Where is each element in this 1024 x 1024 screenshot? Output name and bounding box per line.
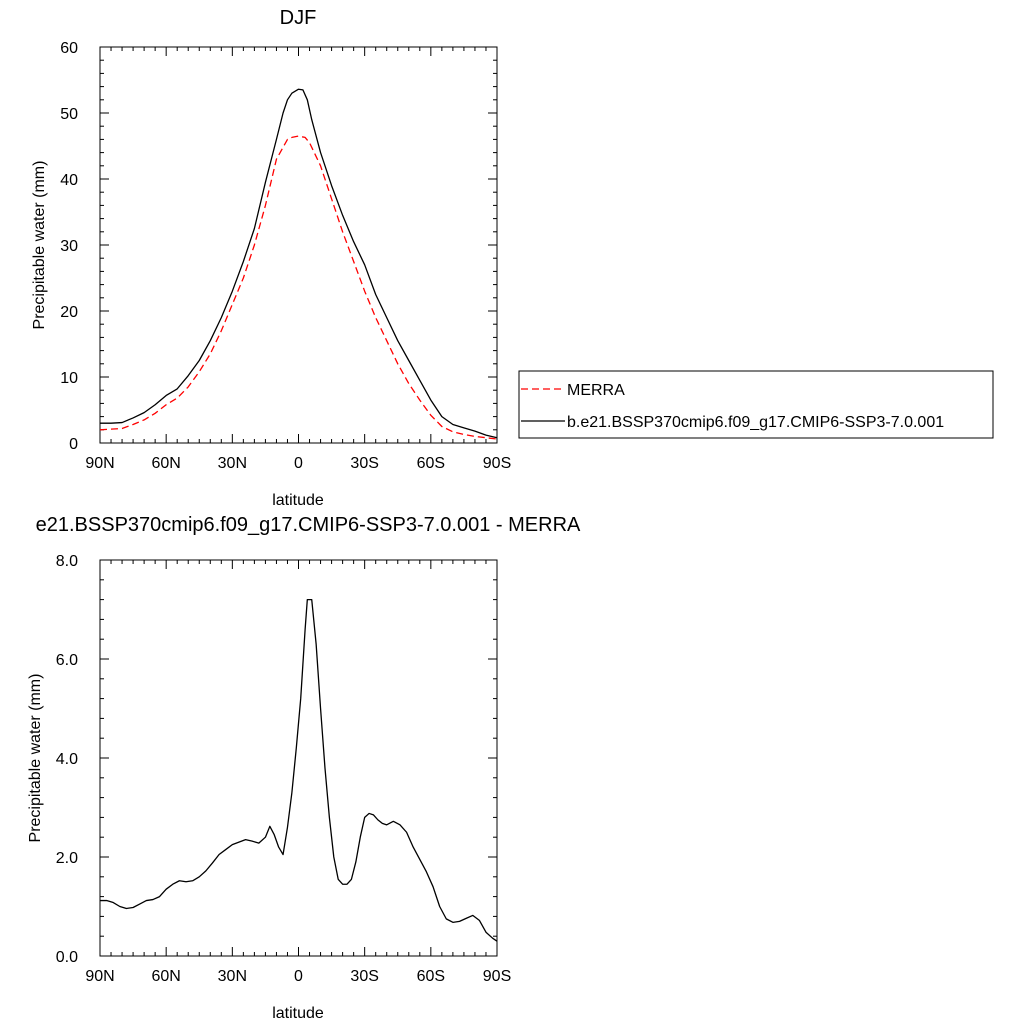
djf-precipitable-water-panel: DJF 90N 60N 30N 0 30S 60S 90S 0 10 20 30 40 50 60 lat… (31, 7, 511, 509)
top-plot-frame (99, 46, 498, 444)
top-chart-title: DJF (280, 7, 317, 29)
bottom-chart-title: e21.BSSP370cmip6.f09_g17.CMIP6-SSP3-7.0.… (36, 514, 581, 536)
top-x-tick-label: 90S (483, 455, 511, 472)
top-y-tick-label: 60 (60, 40, 78, 57)
difference-panel: e21.BSSP370cmip6.f09_g17.CMIP6-SSP3-7.0.… (27, 514, 581, 1022)
top-series-line-1 (100, 88, 498, 439)
bottom-x-tick-label: 60N (151, 968, 180, 985)
legend-merra-label: MERRA (567, 382, 625, 399)
bottom-x-axis-label: latitude (272, 1005, 324, 1022)
bottom-y-tick-label: 8.0 (56, 553, 78, 570)
top-x-tick-label: 60N (151, 455, 180, 472)
legend-model-label: b.e21.BSSP370cmip6.f09_g17.CMIP6-SSP3-7.… (567, 414, 944, 431)
top-series-line-0 (99, 135, 498, 440)
bottom-y-axis-label: Precipitable water (mm) (27, 674, 44, 843)
legend: MERRA b.e21.BSSP370cmip6.f09_g17.CMIP6-S… (518, 370, 994, 439)
top-x-tick-label: 90N (85, 455, 114, 472)
top-y-tick-label: 30 (60, 238, 78, 255)
bottom-y-tick-label: 2.0 (56, 850, 78, 867)
top-axis-ticks: 90N 60N 30N 0 30S 60S 90S 0 10 20 30 40 50 60 (60, 40, 511, 472)
top-y-axis-label: Precipitable water (mm) (31, 161, 48, 330)
legend-box (518, 370, 994, 439)
top-x-tick-label: 30N (218, 455, 247, 472)
top-x-axis-label: latitude (272, 492, 324, 509)
bottom-x-tick-label: 90S (483, 968, 511, 985)
bottom-series-lines (100, 598, 498, 942)
bottom-y-tick-label: 0.0 (56, 949, 78, 966)
bottom-x-tick-label: 0 (294, 968, 303, 985)
top-y-tick-label: 0 (69, 436, 78, 453)
top-series-lines (99, 88, 498, 440)
top-x-tick-label: 30S (350, 455, 378, 472)
bottom-x-tick-label: 30N (218, 968, 247, 985)
top-y-tick-label: 50 (60, 106, 78, 123)
top-x-tick-label: 0 (294, 455, 303, 472)
top-y-tick-label: 10 (60, 370, 78, 387)
top-y-tick-label: 20 (60, 304, 78, 321)
bottom-y-tick-label: 6.0 (56, 652, 78, 669)
top-y-tick-label: 40 (60, 172, 78, 189)
top-x-tick-label: 60S (417, 455, 445, 472)
bottom-x-tick-label: 30S (350, 968, 378, 985)
bottom-x-tick-label: 90N (85, 968, 114, 985)
bottom-y-tick-label: 4.0 (56, 751, 78, 768)
bottom-axis-ticks: 90N 60N 30N 0 30S 60S 90S 0.0 2.0 4.0 6.0 8.0 (56, 553, 511, 985)
bottom-x-tick-label: 60S (417, 968, 445, 985)
bottom-series-line-0 (100, 598, 498, 942)
